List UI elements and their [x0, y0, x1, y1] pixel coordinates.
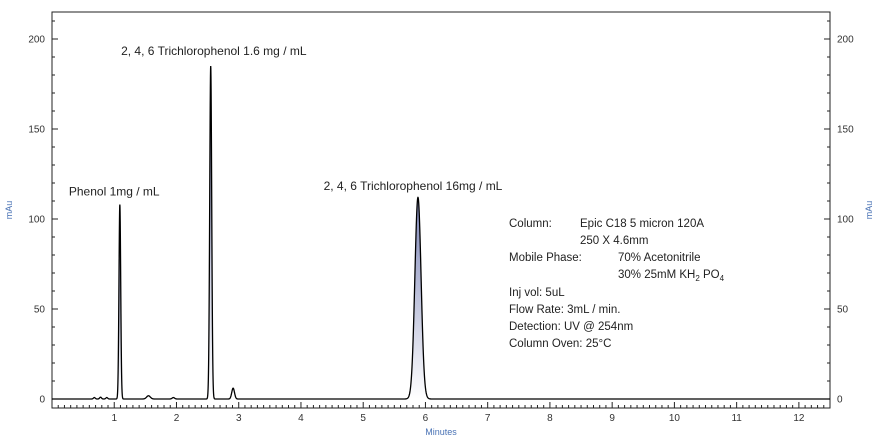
inj-vol-text: Inj vol: 5uL: [509, 287, 565, 299]
x-tick-label: 6: [423, 413, 429, 424]
mobile-phase-line2-text: 30% 25mM KH: [618, 269, 695, 281]
y-right-tick-label: 0: [837, 395, 843, 406]
y-left-tick-label: 0: [39, 395, 45, 406]
y-axis-title-left: mAu: [4, 201, 14, 220]
y-axis-right-ticks: 0 50 100 150 200: [824, 20, 854, 406]
column-value-line1: Epic C18 5 micron 120A: [580, 218, 704, 230]
y-left-tick-label: 150: [28, 125, 45, 136]
x-tick-label: 4: [298, 413, 304, 424]
x-tick-label: 7: [485, 413, 491, 424]
y-right-tick-label: 50: [837, 305, 849, 316]
peak-label-phenol: Phenol 1mg / mL: [69, 185, 160, 199]
mobile-phase-label: Mobile Phase:: [509, 252, 582, 264]
mobile-phase-subscript-2: 2: [695, 274, 700, 283]
plot-frame: [51, 11, 831, 409]
y-axis-left-ticks: 0 50 100 150 200: [28, 20, 58, 406]
axes-frame: [51, 11, 831, 409]
x-tick-label: 3: [236, 413, 242, 424]
x-tick-label: 12: [793, 413, 805, 424]
x-tick-label: 11: [731, 413, 742, 424]
x-tick-label: 8: [547, 413, 553, 424]
conditions-panel: Column: Epic C18 5 micron 120A 250 X 4.6…: [509, 218, 725, 350]
y-left-tick-label: 200: [28, 35, 45, 46]
detection-text: Detection: UV @ 254nm: [509, 321, 633, 333]
y-right-tick-label: 200: [837, 35, 854, 46]
x-tick-label: 9: [609, 413, 615, 424]
column-oven-text: Column Oven: 25°C: [509, 338, 611, 350]
x-tick-label: 5: [360, 413, 366, 424]
y-right-tick-label: 100: [837, 215, 854, 226]
peak-label-tcp-16: 2, 4, 6 Trichlorophenol 16mg / mL: [324, 179, 503, 193]
mobile-phase-po: PO: [700, 269, 720, 281]
x-tick-label: 10: [669, 413, 681, 424]
mobile-phase-line2: 30% 25mM KH2 PO4: [618, 269, 725, 283]
peak-fill: [116, 204, 124, 399]
flow-rate-text: Flow Rate: 3mL / min.: [509, 304, 620, 316]
peak-fill: [206, 66, 215, 399]
peak-label-tcp-1-6: 2, 4, 6 Trichlorophenol 1.6 mg / mL: [121, 44, 307, 58]
column-value-line2: 250 X 4.6mm: [580, 235, 648, 247]
x-axis-title: Minutes: [425, 427, 457, 437]
mobile-phase-line1: 70% Acetonitrile: [618, 252, 700, 264]
x-tick-label: 1: [111, 413, 117, 424]
y-axis-title-right: mAu: [864, 201, 874, 220]
y-left-tick-label: 100: [28, 215, 45, 226]
x-axis-ticks: 1 2 3 4 5 6 7 8 9 10 11 12: [57, 402, 831, 424]
y-right-tick-label: 150: [837, 125, 854, 136]
peak-fill: [405, 197, 431, 399]
y-left-tick-label: 50: [34, 305, 46, 316]
x-tick-label: 2: [174, 413, 180, 424]
trace-layer: [52, 65, 830, 400]
column-label: Column:: [509, 218, 552, 230]
mobile-phase-subscript-4: 4: [720, 274, 725, 283]
chromatogram-trace: [52, 65, 830, 400]
